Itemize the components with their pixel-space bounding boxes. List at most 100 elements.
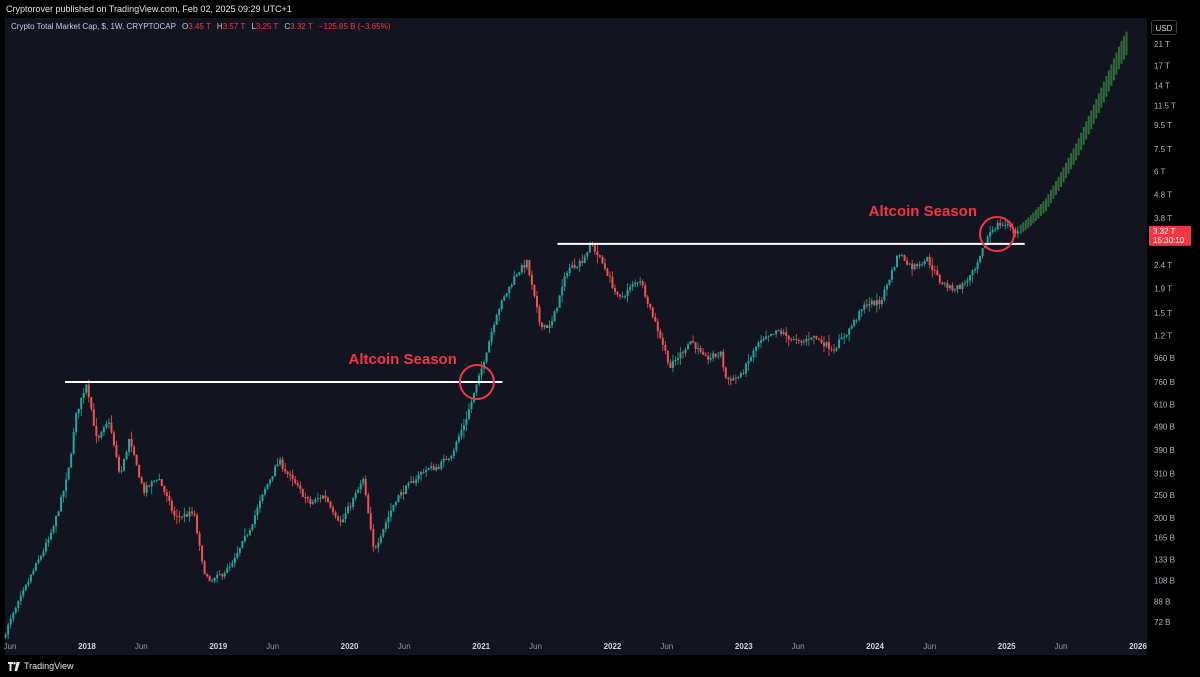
candle-body [654,316,657,322]
candle-body [681,352,684,354]
candle-body [112,432,115,446]
price-tick-label: 960 B [1154,354,1175,363]
candle-body [87,384,90,398]
candle-body [734,377,737,379]
candle-body [72,431,75,454]
price-tick-label: 108 B [1154,577,1175,586]
candle-body [941,282,944,285]
candle-body [508,286,511,294]
candle-body [168,496,171,502]
candle-body [969,275,972,281]
candle-body [878,300,881,305]
candle-body [402,492,405,495]
candle-body [641,281,644,286]
candle-body [644,285,647,297]
close-value: 3.32 T [290,22,313,31]
candle-body [707,355,710,360]
candle-body [744,363,747,374]
high-value: 3.57 T [222,22,246,31]
candle-body [606,268,609,276]
candle-body [296,483,299,486]
candle-body [67,467,70,480]
candle-body [243,535,246,542]
candle-body [505,293,508,297]
tradingview-logo[interactable]: TradingView [8,660,74,672]
candle-body [264,489,267,495]
candle-body [269,479,272,484]
candle-body [556,307,559,312]
candle-body [321,495,324,499]
candle-body [948,285,951,289]
candle-body [951,285,954,291]
candle-body [651,307,654,317]
candle-body [621,296,624,298]
candle-body [158,478,161,481]
candle-body [211,580,214,582]
candle-body [1016,231,1019,234]
price-tick-label: 1.2 T [1154,331,1172,340]
candle-body [727,377,730,379]
time-tick-label: 2022 [604,642,622,651]
candle-body [379,536,382,543]
candle-body [533,284,536,297]
candle-body [918,264,921,267]
symbol-legend: Crypto Total Market Cap, $, 1W, CRYPTOCA… [11,22,390,31]
candle-body [130,439,133,447]
candle-body [732,377,735,381]
candle-body [55,516,58,527]
candle-body [223,573,226,577]
candle-body [352,498,355,507]
time-tick-label: Jun [792,642,805,651]
candle-body [722,351,725,368]
candle-body [742,373,745,375]
candle-body [128,439,131,453]
candle-body [679,352,682,359]
price-tick-label: 390 B [1154,446,1175,455]
candle-body [475,384,478,393]
candle-body [14,608,17,613]
currency-button[interactable]: USD [1151,20,1177,35]
candle-body [95,425,98,436]
candle-body [233,557,236,564]
candle-body [785,332,788,336]
candle-body [80,397,83,409]
price-tick-label: 4.8 T [1154,190,1172,199]
candle-body [800,340,803,343]
candle-body [407,482,410,486]
candle-body [304,497,307,498]
annotations-group: Altcoin Season Altcoin Season [349,203,1015,400]
candle-body [782,332,785,334]
candle-body [274,466,277,477]
candle-body [999,222,1002,226]
candle-body [213,578,216,581]
candle-body [180,517,183,518]
candle-body [17,601,20,609]
candle-body [97,435,100,438]
candle-body [248,529,251,536]
candle-body [339,520,342,522]
candle-body [611,276,614,289]
candle-body [830,349,833,350]
candle-body [936,270,939,276]
candle-body [588,243,591,253]
candle-body [314,499,317,502]
candle-body [989,232,992,237]
candle-body [286,471,289,474]
candle-body [566,273,569,277]
candle-body [460,430,463,437]
candle-body [1001,225,1004,226]
candle-body [598,255,601,257]
candle-body [60,496,63,512]
candle-body [120,470,123,472]
price-tick-label: 1.5 T [1154,309,1172,318]
candle-body [389,510,392,517]
time-axis[interactable]: Jun 2018 Jun 2019 Jun 2020 Jun 2021 Jun 2022 Jun 20… [4,642,1148,651]
candle-body [256,507,259,516]
candle-body [815,335,818,339]
candle-body [994,229,997,231]
price-axis[interactable]: 72 B 88 B 108 B 133 B 165 B 200 B 250 B 310 B 39… [1154,40,1176,627]
candle-body [850,325,853,329]
footer-bar: TradingView [0,655,1200,677]
candle-body [306,497,309,499]
